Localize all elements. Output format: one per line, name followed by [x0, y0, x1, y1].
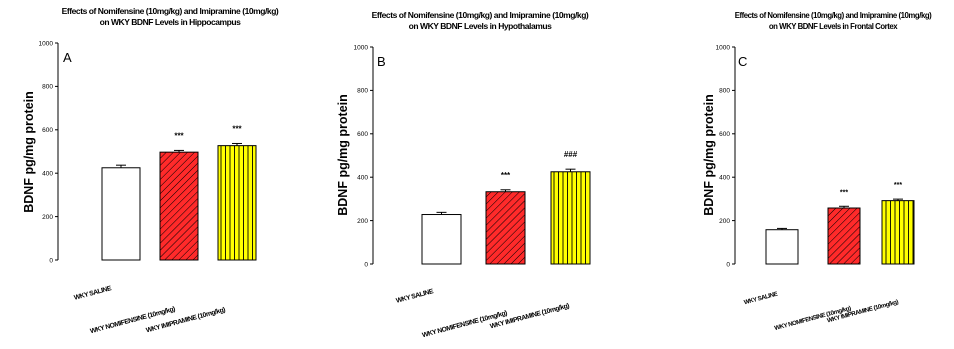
bar	[159, 151, 199, 261]
panel-hypothalamus: Effects of Nomifensine (10mg/kg) and Imi…	[336, 10, 591, 339]
y-axis-label: BDNF pg/mg protein	[336, 94, 350, 216]
bar	[421, 214, 462, 265]
bar	[765, 229, 799, 265]
bar	[485, 191, 526, 265]
chart-subtitle: on WKY BDNF Levels in Frontal Cortex	[769, 22, 898, 31]
y-axis-label: BDNF pg/mg protein	[702, 94, 716, 216]
y-tick-label: 200	[719, 218, 730, 225]
significance-marker: ***	[232, 124, 242, 133]
y-tick-label: 0	[364, 261, 368, 268]
error-bar	[565, 168, 576, 172]
error-bar	[436, 211, 447, 215]
significance-marker: ***	[501, 171, 511, 180]
bar	[881, 200, 915, 265]
y-axis-ticks: 0 200 400 600 800 1000	[716, 44, 735, 268]
y-tick-label: 1000	[354, 44, 369, 51]
bar	[217, 145, 257, 261]
significance-marker: ***	[840, 189, 848, 196]
y-axis-ticks: 0 200 400 600 800 1000	[39, 40, 58, 264]
y-tick-label: 0	[726, 261, 730, 268]
chart-subtitle: on WKY BDNF Levels in Hippocampus	[100, 17, 242, 27]
bars: *** ###	[421, 150, 591, 265]
panel-frontal-cortex: Effects of Nomifensine (10mg/kg) and Imi…	[702, 11, 933, 332]
error-bar	[500, 189, 511, 192]
error-bar	[839, 205, 849, 209]
y-tick-label: 200	[357, 218, 368, 225]
error-bar	[777, 227, 787, 230]
chart-title: Effects of Nomifensine (10mg/kg) and Imi…	[62, 6, 279, 16]
error-bar	[232, 142, 242, 146]
bars: *** ***	[101, 124, 257, 261]
y-tick-label: 600	[719, 131, 730, 138]
bar	[101, 167, 141, 261]
y-tick-label: 1000	[39, 40, 54, 47]
significance-marker: ***	[894, 182, 902, 189]
y-tick-label: 400	[42, 171, 53, 178]
panel-letter: B	[377, 54, 386, 69]
x-category-label: WKY SALINE	[73, 285, 112, 302]
bar	[550, 171, 591, 265]
y-tick-label: 200	[42, 214, 53, 221]
bar	[827, 207, 861, 265]
y-tick-label: 600	[357, 131, 368, 138]
y-tick-label: 800	[357, 88, 368, 95]
significance-marker: ***	[174, 131, 184, 140]
panel-hippocampus: Effects of Nomifensine (10mg/kg) and Imi…	[22, 6, 279, 335]
y-tick-label: 600	[42, 127, 53, 134]
bars: *** ***	[765, 182, 915, 265]
y-tick-label: 400	[357, 175, 368, 182]
y-tick-label: 800	[719, 88, 730, 95]
y-tick-label: 0	[49, 257, 53, 264]
x-category-label: WKY NOMIFENSINE (10mg/kg)	[89, 306, 176, 335]
y-tick-label: 800	[42, 84, 53, 91]
x-category-label: WKY SALINE	[743, 291, 778, 307]
x-category-label: WKY SALINE	[395, 288, 434, 305]
error-bar	[893, 198, 903, 201]
chart-subtitle: on WKY BDNF Levels in Hypothalamus	[409, 21, 552, 31]
panel-letter: A	[63, 50, 72, 65]
chart-title: Effects of Nomifensine (10mg/kg) and Imi…	[735, 11, 932, 20]
y-tick-label: 400	[719, 175, 730, 182]
significance-marker: ###	[564, 150, 578, 159]
y-axis-label: BDNF pg/mg protein	[22, 91, 36, 213]
error-bar	[116, 164, 126, 168]
error-bar	[174, 149, 184, 153]
y-tick-label: 1000	[716, 44, 731, 51]
chart-title: Effects of Nomifensine (10mg/kg) and Imi…	[372, 10, 589, 20]
y-axis-ticks: 0 200 400 600 800 1000	[354, 44, 373, 268]
panel-letter: C	[738, 54, 747, 69]
